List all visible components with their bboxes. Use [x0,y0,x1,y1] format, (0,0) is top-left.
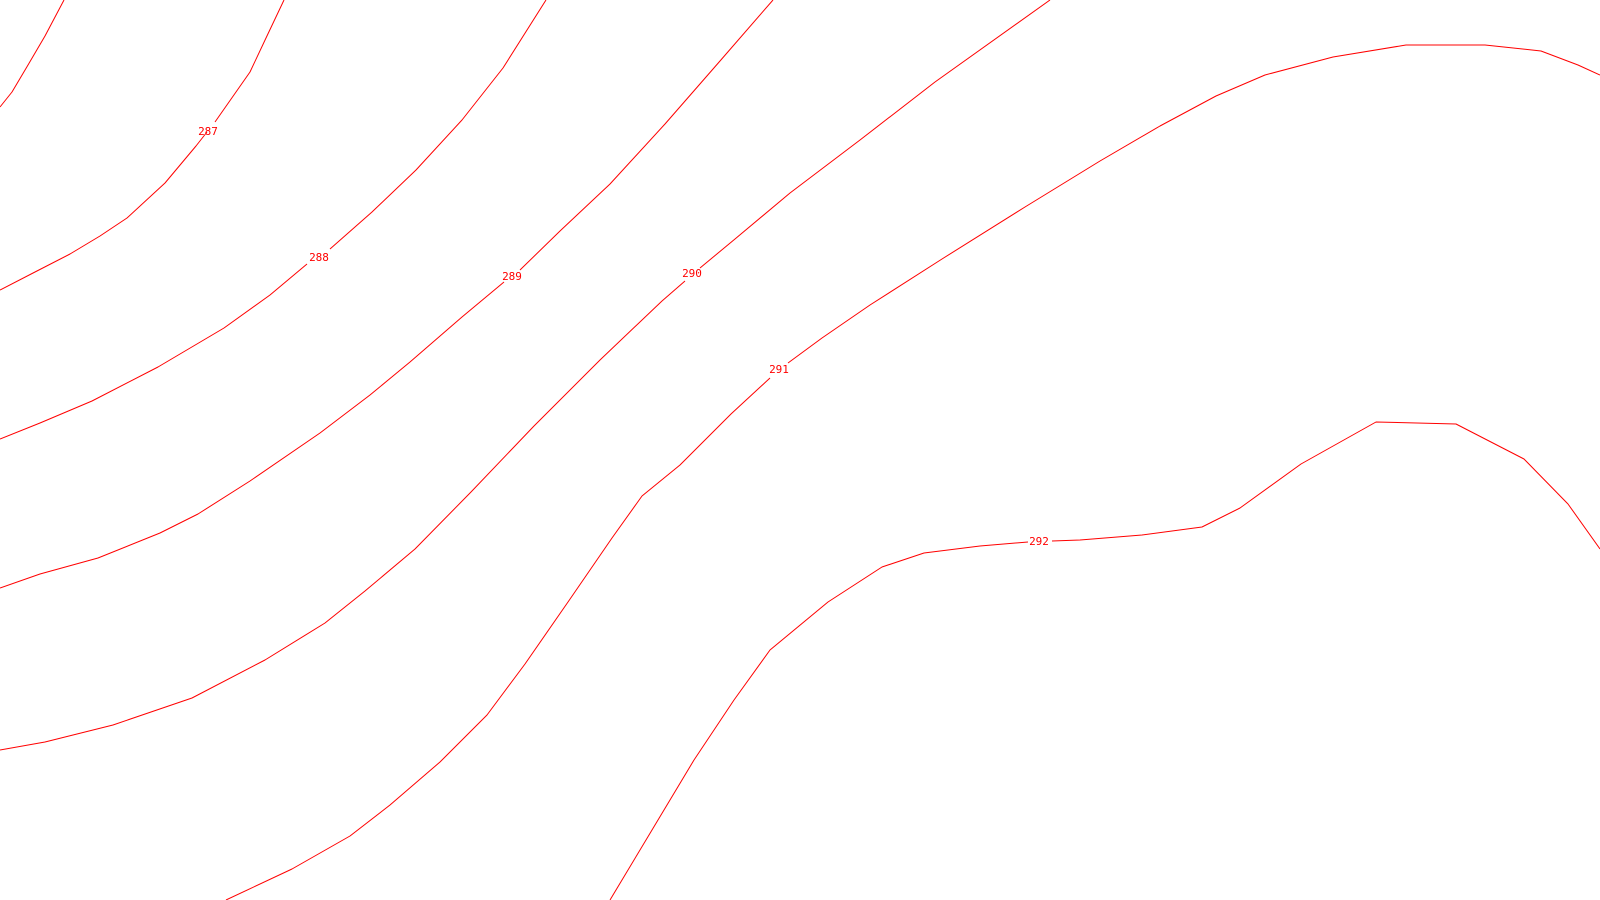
contour-287: 287 [0,0,285,291]
contour-label-292: 292 [1029,535,1049,548]
contour-line-288 [329,0,547,250]
contour-label-291: 291 [769,363,789,376]
contour-line-292 [609,541,1029,900]
contour-line-291 [225,377,771,900]
contour-292: 292 [609,421,1600,900]
contour-line-289 [519,0,774,271]
contour-line-290 [699,0,1051,269]
contour-label-287: 287 [198,125,218,138]
contour-label-289: 289 [502,270,522,283]
contour-line-288 [0,263,308,440]
contour-line-287 [0,0,65,108]
contour-line-287 [214,0,285,123]
contour-line-292 [1051,421,1600,550]
contour-288: 288 [0,0,547,440]
contour-291: 291 [225,44,1600,900]
contour-line-287 [0,131,208,291]
contour-line-291 [787,44,1600,364]
contour-label-288: 288 [309,251,329,264]
contour-line-289 [0,281,505,589]
contour-290: 290 [0,0,1051,751]
contour-label-290: 290 [682,267,702,280]
contour-289: 289 [0,0,774,589]
contour-line-290 [0,280,686,751]
